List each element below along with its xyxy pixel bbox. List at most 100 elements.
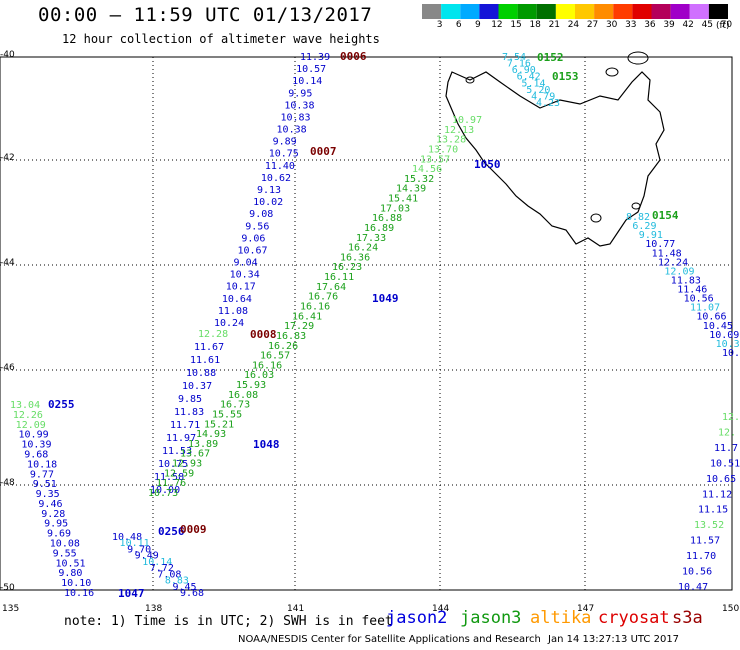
- crossing-value: 7.08: [157, 569, 181, 580]
- track-0154-value: 12.09: [664, 266, 694, 277]
- track-0008-value: 11.58: [154, 472, 184, 483]
- color-scale-swatch: [517, 4, 537, 19]
- track-0006-value: 11.40: [265, 161, 295, 172]
- color-scale-swatch: [422, 4, 442, 19]
- track-right-value: 11.70: [686, 551, 716, 562]
- crossing-value: 7.72: [150, 563, 174, 574]
- track-0154-value: 11.83: [671, 275, 701, 286]
- track-1049-value: 13.70: [428, 144, 458, 155]
- track-0152-value: 7.54: [502, 52, 526, 63]
- track-0255-value: 10.18: [27, 459, 57, 470]
- crossing-value: 10.48: [112, 532, 142, 543]
- color-scale-label: 30: [605, 20, 618, 30]
- track-0255-value: 9.80: [58, 568, 82, 579]
- color-scale-label: 21: [548, 20, 561, 30]
- crossing-value: 10.11: [120, 538, 150, 549]
- track-0255-value: 10.99: [19, 430, 49, 441]
- pass-label-0256: 0256: [158, 525, 185, 538]
- track-right-value: 10.65: [706, 474, 736, 485]
- track-0008-value: 11.97: [166, 433, 196, 444]
- track-0255-value: 9.95: [44, 519, 68, 530]
- color-scale-swatch: [670, 4, 690, 19]
- color-scale-swatch: [460, 4, 480, 19]
- longitude-label: 144: [432, 604, 450, 614]
- pass-label-1048: 1048: [253, 438, 280, 451]
- track-0152-value: 4.23: [536, 98, 560, 109]
- track-0006-value: 9.56: [245, 221, 269, 232]
- track-0255-value: 13.04: [10, 400, 40, 411]
- track-0006-value: 11.08: [218, 306, 248, 317]
- track-0255-value: 9.68: [24, 449, 48, 460]
- track-0255-value: 12.26: [13, 410, 43, 421]
- track-0006-value: 10.57: [296, 64, 326, 75]
- pass-label-1049: 1049: [372, 292, 399, 305]
- track-1049-value: 16.03: [244, 370, 274, 381]
- track-0255-value: 9.46: [38, 499, 62, 510]
- track-0255-value: 9.69: [47, 529, 71, 540]
- track-1049-value: 12.59: [164, 468, 194, 479]
- color-scale-swatch: [613, 4, 633, 19]
- track-1049-value: 15.21: [204, 419, 234, 430]
- track-0154-value: 10.3: [722, 348, 740, 359]
- color-scale-swatch: [689, 4, 709, 19]
- track-0006-value: 10.24: [214, 318, 244, 329]
- track-1049-value: 15.55: [212, 409, 242, 420]
- track-0008-value: 11.83: [174, 407, 204, 418]
- pass-label-1047: 1047: [118, 587, 145, 600]
- island-outline-icon: [605, 67, 619, 77]
- track-0152-value: 5.20: [526, 85, 550, 96]
- track-0006-value: 10.38: [277, 125, 307, 136]
- island-outline-icon: [465, 76, 475, 84]
- track-0152-value: 6.42: [517, 72, 541, 83]
- track-0152-value: 5.14: [521, 78, 545, 89]
- footer-note: note: 1) Time is in UTC; 2) SWH is in fe…: [64, 614, 393, 629]
- color-scale-swatch: [632, 4, 652, 19]
- track-0006-value: 9.13: [257, 185, 281, 196]
- page-title: 00:00 – 11:59 UTC 01/13/2017: [38, 4, 373, 26]
- pass-label-0255: 0255: [48, 398, 75, 411]
- pass-label-0006: 0006: [340, 50, 367, 63]
- track-0006-value: 9.95: [288, 88, 312, 99]
- track-1049-value: 16.26: [268, 341, 298, 352]
- track-0152-value: 6.90: [512, 65, 536, 76]
- track-0006-value: 10.83: [280, 112, 310, 123]
- track-right-value: 12.: [722, 412, 740, 423]
- track-1049-value: 16.11: [324, 272, 354, 283]
- crossing-value: 9.45: [172, 582, 196, 593]
- color-scale-bar: [422, 4, 728, 19]
- crossing-value: 9.70: [127, 544, 151, 555]
- color-scale-swatch: [441, 4, 461, 19]
- track-1049-value: 15.41: [388, 194, 418, 205]
- track-0006-value: 9.08: [249, 209, 273, 220]
- track-0255-value: 9.55: [53, 548, 77, 559]
- track-1049-value: 14.93: [196, 429, 226, 440]
- track-0008-value: 12.28: [198, 329, 228, 340]
- track-0152-value: 4.79: [531, 91, 555, 102]
- longitude-label: 147: [577, 604, 595, 614]
- track-1049-value: 16.23: [332, 262, 362, 273]
- track-1049-value: 13.67: [180, 449, 210, 460]
- legend-altika: altika: [530, 608, 592, 628]
- crossing-value: 8.83: [165, 576, 189, 587]
- track-right-value: 12.: [718, 427, 736, 438]
- track-0255-value: 12.09: [16, 420, 46, 431]
- track-0154-value: 12.24: [658, 257, 688, 268]
- track-0006-value: 11.39: [300, 52, 330, 63]
- color-scale-swatch: [479, 4, 499, 19]
- color-scale-label: 18: [529, 20, 541, 30]
- track-0154-value: 10.31: [716, 339, 740, 350]
- track-0154-value: 6.29: [632, 221, 656, 232]
- legend-jason3: jason3: [460, 608, 522, 628]
- island-outline-icon: [631, 202, 641, 210]
- track-right-value: 11.57: [690, 536, 720, 547]
- latitude-label: -48: [0, 478, 15, 488]
- track-0006-value: 10.62: [261, 173, 291, 184]
- color-scale-label: 36: [644, 20, 656, 30]
- track-1049-value: 16.08: [228, 390, 258, 401]
- track-0006-value: 10.02: [253, 197, 283, 208]
- track-0154-value: 10.77: [645, 239, 675, 250]
- color-scale-label: 45: [701, 20, 714, 30]
- track-0006-value: 10.38: [284, 100, 314, 111]
- track-0255-value: 9.28: [41, 509, 65, 520]
- track-1049-value: 17.03: [380, 203, 410, 214]
